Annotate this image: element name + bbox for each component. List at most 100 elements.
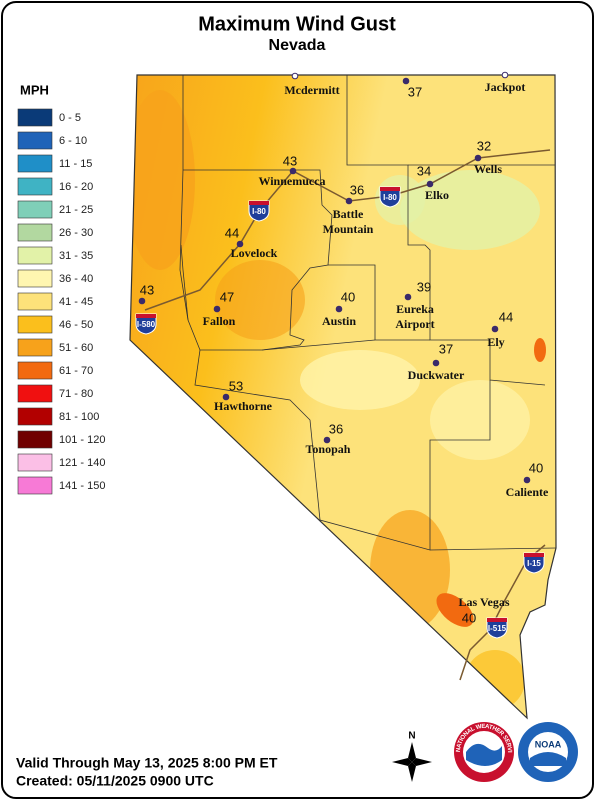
city-name: Austin bbox=[322, 314, 356, 328]
city-value: 36 bbox=[350, 182, 364, 197]
city-name: Ely bbox=[487, 335, 504, 349]
city-value: 40 bbox=[341, 289, 355, 304]
city-dot bbox=[138, 297, 146, 305]
shield-top bbox=[136, 314, 156, 318]
legend-swatch bbox=[17, 430, 53, 449]
legend-label: 61 - 70 bbox=[59, 365, 93, 377]
city-value: 34 bbox=[417, 163, 431, 178]
city-dot bbox=[236, 240, 244, 248]
city-name: Fallon bbox=[203, 314, 236, 328]
city-dot bbox=[402, 77, 410, 85]
legend-label: 26 - 30 bbox=[59, 227, 93, 239]
legend-label: 71 - 80 bbox=[59, 388, 93, 400]
shield-label: I-80 bbox=[383, 193, 397, 202]
legend-swatch bbox=[17, 131, 53, 150]
compass-label: N bbox=[408, 731, 415, 742]
city-dot bbox=[491, 325, 499, 333]
shield bbox=[248, 200, 270, 222]
legend-swatch bbox=[17, 177, 53, 196]
legend-label: 51 - 60 bbox=[59, 342, 93, 354]
city-value: 37 bbox=[439, 341, 453, 356]
city-dot bbox=[323, 436, 331, 444]
city-value: 47 bbox=[220, 289, 234, 304]
places: Mcdermitt 37 Jackpot Winnemucca 43 BattleMoun… bbox=[138, 71, 549, 634]
city-name: Hawthorne bbox=[214, 399, 273, 413]
legend-swatch bbox=[17, 453, 53, 472]
valid-text: Valid Through May 13, 2025 8:00 PM ET bbox=[16, 755, 278, 771]
noaa-logo: NOAA bbox=[518, 722, 578, 782]
legend-swatch bbox=[17, 269, 53, 288]
legend-swatch bbox=[17, 108, 53, 127]
legend-label: 0 - 5 bbox=[59, 112, 81, 124]
city-dot bbox=[335, 305, 343, 313]
noaa-text: NOAA bbox=[535, 739, 562, 749]
city-dot bbox=[426, 180, 434, 188]
legend-swatch bbox=[17, 361, 53, 380]
city-name: Mountain bbox=[323, 222, 374, 236]
legend-title: MPH bbox=[20, 82, 49, 97]
city-value: 44 bbox=[499, 309, 513, 324]
legend-swatch bbox=[17, 292, 53, 311]
legend-swatch bbox=[17, 200, 53, 219]
shield bbox=[379, 186, 401, 208]
legend-swatch bbox=[17, 476, 53, 495]
legend-label: 46 - 50 bbox=[59, 319, 93, 331]
legend-label: 21 - 25 bbox=[59, 204, 93, 216]
legend-swatch bbox=[17, 338, 53, 357]
shield-top bbox=[524, 553, 544, 557]
city-value: 36 bbox=[329, 421, 343, 436]
legend-label: 141 - 150 bbox=[59, 480, 105, 492]
map bbox=[130, 75, 556, 718]
city-name: Battle bbox=[333, 207, 364, 221]
shield-top bbox=[487, 618, 507, 622]
shield-top bbox=[249, 201, 269, 205]
legend-label: 121 - 140 bbox=[59, 457, 105, 469]
city-name: Eureka bbox=[396, 302, 434, 316]
city-dot bbox=[213, 305, 221, 313]
shield-top bbox=[380, 187, 400, 191]
city-name: Mcdermitt bbox=[284, 83, 339, 97]
city-value: 44 bbox=[225, 225, 239, 240]
city-value: 40 bbox=[529, 460, 543, 475]
legend-label: 31 - 35 bbox=[59, 250, 93, 262]
city-value: 43 bbox=[283, 153, 297, 168]
compass: N bbox=[392, 731, 432, 782]
shield-label: I-80 bbox=[252, 207, 266, 216]
legend-label: 81 - 100 bbox=[59, 411, 99, 423]
city-name: Duckwater bbox=[408, 368, 465, 382]
legend-swatch bbox=[17, 384, 53, 403]
city-value: 37 bbox=[408, 84, 422, 99]
legend-swatch bbox=[17, 246, 53, 265]
legend-label: 36 - 40 bbox=[59, 273, 93, 285]
legend-swatch bbox=[17, 154, 53, 173]
city-dot bbox=[291, 72, 299, 80]
legend-label: 16 - 20 bbox=[59, 181, 93, 193]
city-name: Wells bbox=[474, 162, 502, 176]
city-value: 39 bbox=[417, 279, 431, 294]
shield bbox=[486, 617, 508, 639]
city-name: Jackpot bbox=[485, 80, 526, 94]
title: Maximum Wind Gust bbox=[198, 13, 396, 35]
city-value: 40 bbox=[462, 610, 476, 625]
city-name: Las Vegas bbox=[458, 595, 509, 609]
city-dot bbox=[345, 197, 353, 205]
legend-swatch bbox=[17, 407, 53, 426]
legend-label: 101 - 120 bbox=[59, 434, 105, 446]
city-name: Airport bbox=[395, 317, 434, 331]
legend-swatch bbox=[17, 315, 53, 334]
city-dot bbox=[474, 154, 482, 162]
shield-label: I-15 bbox=[527, 559, 541, 568]
legend-label: 11 - 15 bbox=[59, 158, 92, 170]
created-text: Created: 05/11/2025 0900 UTC bbox=[16, 773, 214, 789]
city-dot bbox=[432, 359, 440, 367]
city-value: 43 bbox=[140, 282, 154, 297]
county-lines bbox=[129, 74, 557, 720]
city-name: Elko bbox=[425, 188, 449, 202]
shield-label: I-580 bbox=[137, 320, 156, 329]
city-name: Caliente bbox=[506, 485, 549, 499]
city-name: Lovelock bbox=[231, 246, 278, 260]
city-dot bbox=[404, 293, 412, 301]
city-dot bbox=[222, 393, 230, 401]
shield-label: I-515 bbox=[488, 624, 507, 633]
city-value: 32 bbox=[477, 138, 491, 153]
